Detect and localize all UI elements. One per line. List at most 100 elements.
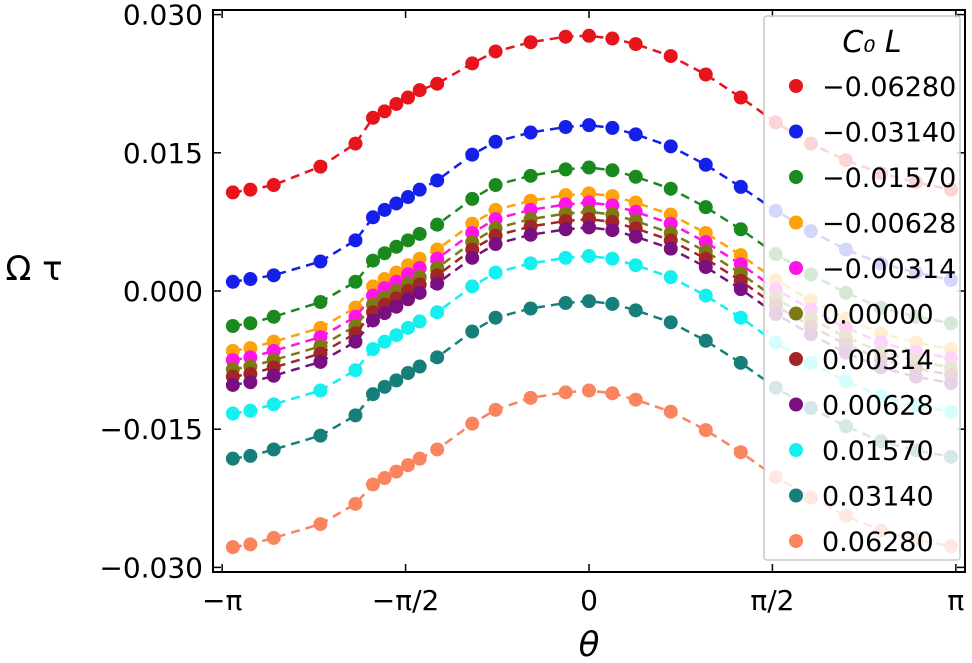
data-point <box>663 404 678 419</box>
x-tick-label: 0 <box>580 584 598 617</box>
legend-marker <box>789 443 803 457</box>
data-point <box>605 223 620 238</box>
data-point <box>225 185 240 200</box>
legend-label: 0.01570 <box>822 436 934 467</box>
data-point <box>365 342 380 357</box>
data-point <box>313 354 328 369</box>
data-point <box>558 120 573 135</box>
legend-marker <box>789 261 803 275</box>
data-point <box>628 258 643 273</box>
data-point <box>243 182 258 197</box>
data-point <box>430 173 445 188</box>
x-tick-label: −π/2 <box>372 584 440 617</box>
data-point <box>663 241 678 256</box>
data-point <box>412 451 427 466</box>
data-point <box>266 178 281 193</box>
data-point <box>401 458 416 473</box>
y-tick-label: −0.030 <box>99 551 203 584</box>
data-point <box>365 210 380 225</box>
legend-marker <box>789 534 803 548</box>
data-point <box>313 428 328 443</box>
legend-marker <box>789 488 803 503</box>
data-point <box>628 303 643 318</box>
data-point <box>401 365 416 380</box>
data-point <box>558 385 573 400</box>
data-point <box>266 530 281 545</box>
data-point <box>582 220 596 235</box>
legend-box <box>763 15 961 561</box>
data-point <box>412 285 427 300</box>
data-point <box>365 110 380 125</box>
data-point <box>523 125 538 140</box>
data-point <box>266 397 281 412</box>
data-point <box>465 279 480 294</box>
data-point <box>605 120 620 135</box>
data-point <box>523 301 538 316</box>
data-point <box>465 416 480 431</box>
data-point <box>401 233 416 248</box>
data-point <box>582 294 596 309</box>
data-point <box>628 37 643 52</box>
data-point <box>628 127 643 142</box>
data-point <box>412 83 427 98</box>
data-point <box>430 76 445 91</box>
data-point <box>430 350 445 365</box>
data-point <box>401 320 416 335</box>
data-point <box>412 359 427 374</box>
data-point <box>389 373 404 388</box>
data-point <box>377 202 392 217</box>
data-point <box>225 406 240 421</box>
data-point <box>389 299 404 314</box>
y-tick-label: 0.000 <box>123 275 203 308</box>
data-point <box>313 295 328 310</box>
axes: −π −π/2 0 π/2 π 0.030 0.015 0.000 −0.015 −0.030 <box>99 0 965 617</box>
data-point <box>698 67 713 82</box>
data-point <box>465 324 480 339</box>
data-point <box>523 168 538 183</box>
x-tick-label: −π <box>202 584 242 617</box>
data-point <box>523 256 538 271</box>
data-point <box>377 334 392 349</box>
data-point <box>663 181 678 196</box>
data-point <box>733 355 748 370</box>
legend-label: −0.00314 <box>822 254 956 285</box>
data-point <box>605 251 620 266</box>
data-point <box>558 222 573 237</box>
data-point <box>266 309 281 324</box>
data-point <box>377 471 392 486</box>
legend-label: 0.00000 <box>822 300 934 331</box>
data-point <box>313 159 328 174</box>
legend-label: −0.00628 <box>822 209 956 240</box>
data-point <box>733 179 748 194</box>
data-point <box>243 316 258 331</box>
data-point <box>225 451 240 466</box>
data-point <box>558 162 573 177</box>
data-point <box>605 386 620 401</box>
data-point <box>582 160 596 175</box>
data-point <box>430 276 445 291</box>
data-point <box>348 496 363 511</box>
data-point <box>313 383 328 398</box>
data-point <box>698 260 713 275</box>
legend-marker <box>789 79 803 93</box>
data-point <box>733 222 748 237</box>
data-point <box>365 387 380 402</box>
data-point <box>348 408 363 423</box>
data-point <box>488 178 503 193</box>
data-point <box>348 334 363 349</box>
legend-marker <box>789 352 803 366</box>
data-point <box>605 296 620 311</box>
data-point <box>698 423 713 438</box>
legend-label: 0.03140 <box>822 482 934 513</box>
data-point <box>465 147 480 162</box>
data-point <box>605 163 620 178</box>
data-point <box>243 272 258 287</box>
data-point <box>430 442 445 457</box>
x-tick-label: π <box>947 584 964 617</box>
legend-marker <box>789 170 803 184</box>
data-point <box>698 157 713 172</box>
data-point <box>523 35 538 50</box>
data-point <box>488 134 503 149</box>
data-point <box>628 392 643 407</box>
data-point <box>733 310 748 325</box>
